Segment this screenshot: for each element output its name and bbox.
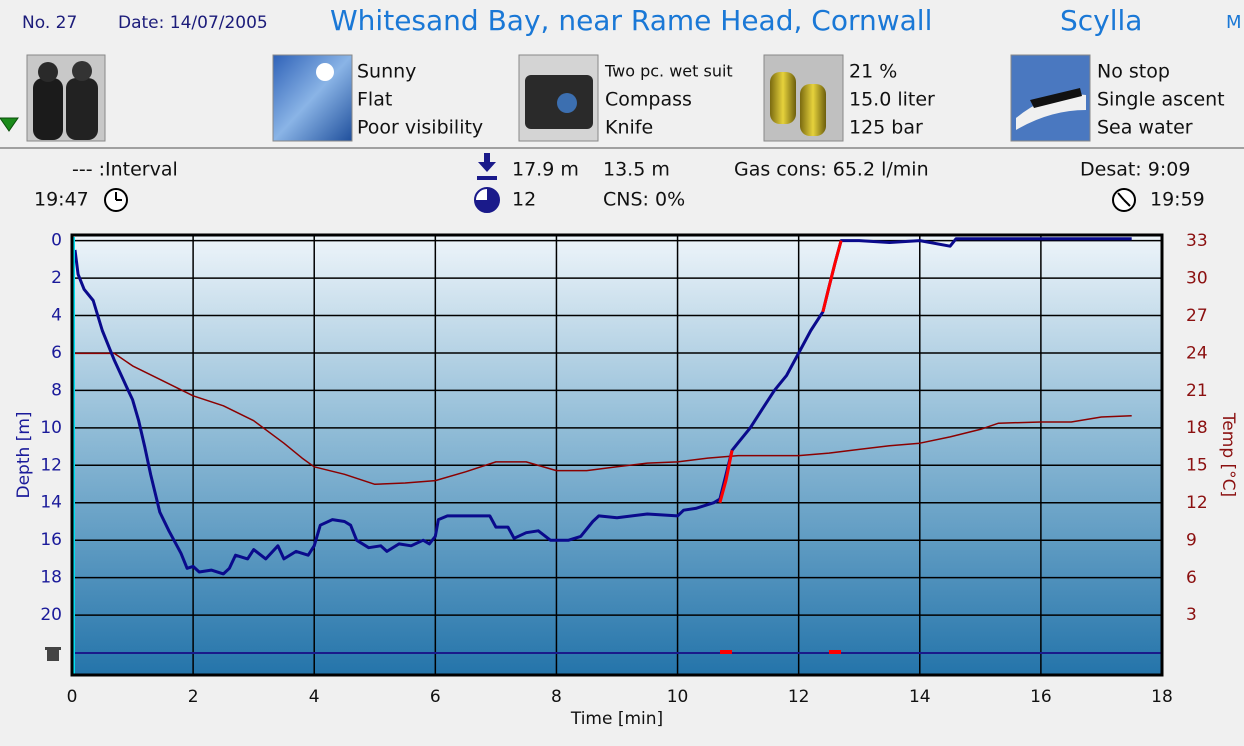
y2-tick-label: 18: [1186, 418, 1208, 438]
x-tick-label: 12: [788, 687, 810, 707]
x-tick-label: 8: [551, 687, 562, 707]
series-line: [73, 237, 1132, 576]
dive-type-photo: [1010, 54, 1091, 142]
desaturation: Desat: 9:09: [1080, 159, 1190, 181]
weather-photo: [272, 54, 353, 142]
y-tick-label: 6: [51, 343, 62, 363]
dropdown-arrow[interactable]: [0, 117, 19, 132]
end-clock-icon: [1112, 188, 1136, 212]
trash-icon: [45, 647, 61, 661]
y-tick-label: 14: [40, 493, 62, 513]
gear-tank: 21 %: [849, 61, 897, 83]
series-line: [718, 240, 843, 504]
gear-tank: 15.0 liter: [849, 89, 935, 111]
gear-dive: No stop: [1097, 61, 1170, 83]
x-tick-label: 2: [188, 687, 199, 707]
y-tick-label: 20: [40, 605, 62, 625]
y2-tick-label: 15: [1186, 456, 1208, 476]
y-tick-label: 10: [40, 418, 62, 438]
duration-icon: [474, 187, 500, 213]
gear-dive: Single ascent: [1097, 89, 1225, 111]
dive-number: No. 27: [22, 13, 77, 33]
x-tick-label: 14: [909, 687, 931, 707]
end-time: 19:59: [1150, 189, 1205, 211]
x-tick-label: 10: [667, 687, 689, 707]
x-tick-label: 16: [1030, 687, 1052, 707]
sun-icon: [316, 63, 334, 81]
gear-conditions: Poor visibility: [357, 117, 483, 139]
y2-tick-label: 27: [1186, 306, 1208, 326]
y2-tick-label: 21: [1186, 381, 1208, 401]
gas-consumption: Gas cons: 65.2 l/min: [734, 159, 929, 181]
avg-depth: 13.5 m: [603, 159, 670, 181]
y2-tick-label: 24: [1186, 343, 1208, 363]
gear-dive: Sea water: [1097, 117, 1193, 139]
gear-conditions: Sunny: [357, 61, 416, 83]
series-line: [72, 352, 1132, 486]
grid: [71, 235, 1163, 675]
dive-date: Date: 14/07/2005: [118, 13, 268, 33]
start-time: 19:47: [34, 189, 89, 211]
interval: --- :Interval: [72, 159, 178, 181]
x-axis-label: Time [min]: [570, 709, 663, 729]
y2-tick-label: 12: [1186, 493, 1208, 513]
x-tick-label: 0: [67, 687, 78, 707]
y-tick-label: 12: [40, 455, 62, 475]
x-tick-label: 6: [430, 687, 441, 707]
clock-icon: [104, 188, 128, 212]
duration: 12: [512, 189, 536, 211]
buddy: Scylla: [1060, 4, 1142, 37]
gear-equipment: Knife: [605, 117, 653, 139]
cns: CNS: 0%: [603, 189, 685, 211]
divers-photo: [26, 54, 106, 142]
plot: [72, 237, 1132, 654]
y2-tick-label: 33: [1186, 231, 1208, 251]
y2-tick-label: 30: [1186, 269, 1208, 289]
gear-equipment: Compass: [605, 89, 692, 111]
y-axis-label: Depth [m]: [14, 411, 34, 498]
y-tick-label: 2: [51, 268, 62, 288]
y-tick-label: 8: [51, 380, 62, 400]
y-tick-label: 4: [51, 306, 62, 326]
y2-tick-label: 6: [1186, 568, 1197, 588]
dive-site: Whitesand Bay, near Rame Head, Cornwall: [330, 4, 932, 37]
y2-tick-label: 3: [1186, 605, 1197, 625]
gear-equipment: Two pc. wet suit: [604, 62, 733, 81]
gear-conditions: Flat: [357, 89, 392, 111]
plot-background: [72, 235, 1162, 675]
max-depth: 17.9 m: [512, 159, 579, 181]
gear-tank: 125 bar: [849, 117, 923, 139]
x-tick-label: 18: [1151, 687, 1173, 707]
y-tick-label: 18: [40, 568, 62, 588]
plot-frame: [70, 233, 1164, 677]
y2-tick-label: 9: [1186, 530, 1197, 550]
y-tick-label: 16: [40, 530, 62, 550]
depth-icon: [477, 153, 497, 180]
gear-info: Sunny Flat Poor visibility Two pc. wet suit…: [357, 61, 1225, 139]
y2-axis-label: Temp [°C]: [1218, 412, 1238, 497]
x-tick-label: 4: [309, 687, 320, 707]
y-tick-label: 0: [51, 231, 62, 251]
equipment-photo: [518, 54, 599, 142]
tank-photo: [763, 54, 844, 142]
header-extra: M: [1226, 12, 1242, 33]
